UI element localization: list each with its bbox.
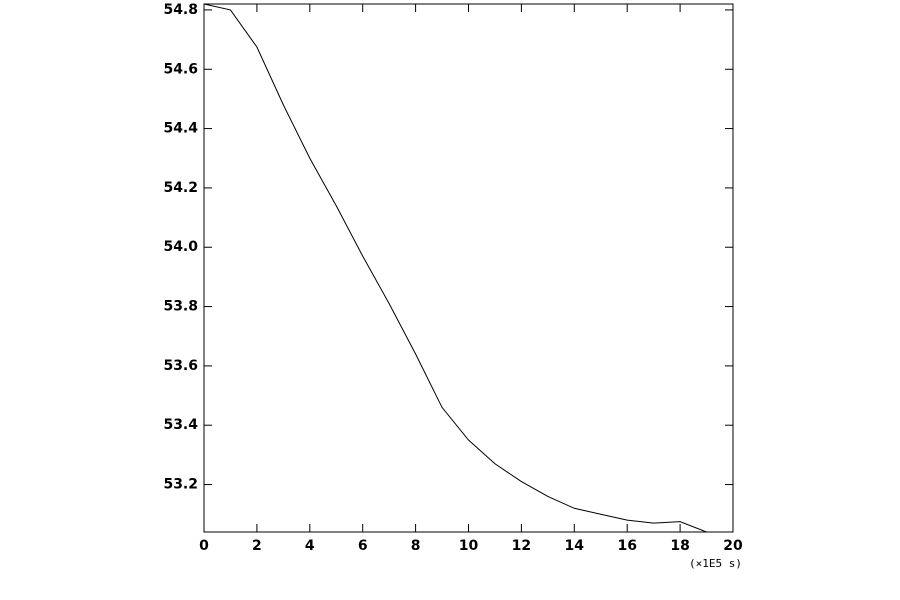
y-tick-label: 53.4 (163, 417, 198, 433)
x-tick-label: 2 (252, 538, 262, 554)
x-axis-label: (×1E5 s) (689, 557, 742, 570)
y-tick-label: 54.8 (163, 2, 198, 18)
x-tick-label: 12 (512, 538, 531, 554)
x-tick-label: 8 (411, 538, 421, 554)
y-tick-label: 54.6 (163, 61, 198, 77)
y-tick-label: 53.8 (163, 299, 198, 315)
x-tick-label: 18 (670, 538, 689, 554)
y-tick-label: 54.0 (163, 239, 198, 255)
y-tick-label: 54.2 (163, 180, 198, 196)
x-tick-label: 0 (199, 538, 209, 554)
plot-frame (203, 3, 734, 533)
y-tick-label: 53.6 (163, 358, 198, 374)
y-tick-label: 54.4 (163, 121, 198, 137)
x-tick-label: 20 (723, 538, 743, 554)
data-line (203, 3, 723, 533)
x-tick-label: 14 (565, 538, 585, 554)
x-tick-label: 4 (305, 538, 315, 554)
x-tick-label: 16 (617, 538, 636, 554)
x-tick-label: 10 (459, 538, 479, 554)
y-tick-label: 53.2 (163, 477, 198, 493)
x-tick-label: 6 (358, 538, 368, 554)
